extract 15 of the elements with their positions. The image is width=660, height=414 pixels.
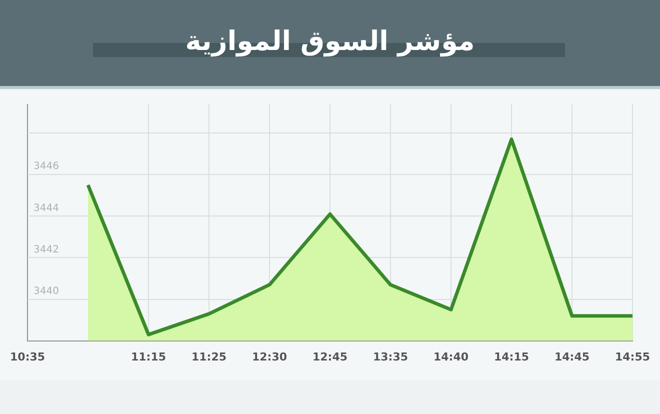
y-tick-label: 3444 — [34, 202, 59, 214]
y-tick-label: 3446 — [34, 161, 59, 172]
x-tick-label: 11:25 — [191, 350, 227, 364]
x-tick-label: 12:45 — [312, 350, 348, 364]
x-tick-label: 14:45 — [554, 350, 590, 364]
x-tick-label: 12:30 — [252, 350, 288, 364]
x-tick-label: 13:35 — [372, 350, 408, 364]
x-tick-label: 14:15 — [494, 350, 530, 364]
y-tick-label: 3442 — [34, 244, 59, 256]
x-tick-label: 11:15 — [130, 350, 166, 364]
x-tick-label: 14:55 — [614, 350, 650, 364]
x-tick-label: 10:35 — [10, 350, 46, 364]
y-tick-label: 3440 — [34, 286, 59, 297]
chart-title: مؤشر السوق الموازية — [184, 26, 476, 57]
x-tick-label: 14:40 — [433, 350, 469, 364]
